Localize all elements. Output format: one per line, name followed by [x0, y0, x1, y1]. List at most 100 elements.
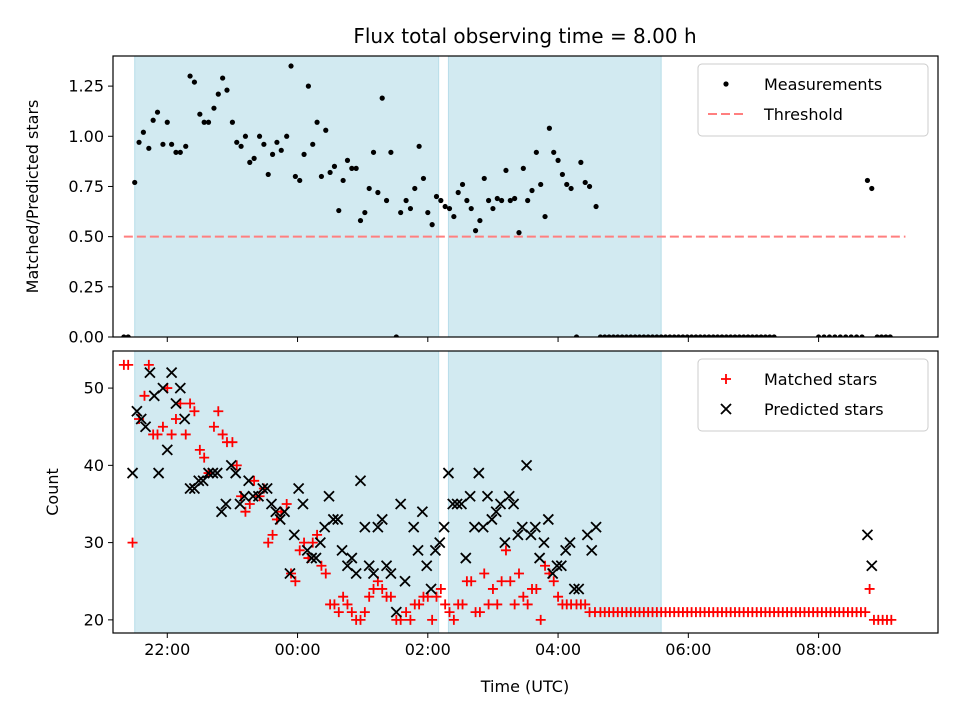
- measurement-point: [477, 217, 483, 224]
- measurement-point: [349, 165, 355, 171]
- predicted-star-point: [220, 498, 232, 510]
- measurement-point: [490, 205, 496, 212]
- predicted-star-point: [481, 490, 494, 502]
- predicted-star-point: [314, 536, 326, 549]
- measurement-point: [826, 334, 833, 337]
- legend-dot-marker: [723, 81, 729, 87]
- matched-star-point: [385, 591, 396, 602]
- measurement-point: [632, 334, 638, 337]
- matched-star-point: [440, 599, 451, 610]
- predicted-star-point: [499, 536, 511, 549]
- measurement-point: [269, 151, 276, 157]
- measurement-point: [503, 167, 509, 174]
- measurement-point: [675, 334, 682, 337]
- legend-label: Matched stars: [764, 370, 877, 389]
- measurement-point: [619, 334, 625, 337]
- predicted-star-point: [207, 467, 219, 479]
- predicted-star-point: [555, 560, 567, 572]
- predicted-star-point: [225, 459, 237, 471]
- matched-star-point: [199, 452, 210, 463]
- measurement-point: [573, 334, 580, 337]
- measurement-point: [336, 207, 342, 214]
- measurement-point: [220, 75, 226, 81]
- measurement-point: [529, 187, 535, 194]
- measurement-point: [745, 334, 751, 337]
- measurement-point: [623, 334, 630, 337]
- measurement-point: [684, 334, 690, 337]
- matched-star-point: [444, 607, 455, 618]
- y-tick-label: 30: [84, 533, 104, 552]
- plot-area: [121, 56, 906, 337]
- predicted-star-point: [139, 421, 152, 433]
- measurement-point: [864, 177, 871, 184]
- measurement-point: [564, 181, 570, 188]
- measurement-point: [485, 197, 492, 204]
- measurement-point: [459, 181, 466, 188]
- predicted-star-point: [507, 498, 520, 510]
- predicted-star-point: [197, 475, 209, 487]
- measurement-point: [224, 87, 230, 93]
- observing-window-span: [134, 56, 440, 337]
- predicted-star-point: [278, 506, 291, 518]
- measurement-point: [815, 334, 822, 337]
- matched-star-point: [194, 444, 205, 455]
- measurement-point: [837, 334, 843, 337]
- matched-star-point: [427, 614, 438, 625]
- measurement-point: [379, 95, 385, 101]
- measurement-point: [771, 334, 777, 337]
- measurement-point: [136, 139, 142, 145]
- measurement-point: [606, 334, 612, 337]
- predicted-star-point: [157, 382, 169, 394]
- predicted-star-point: [520, 459, 533, 471]
- measurement-point: [407, 205, 414, 212]
- matched-star-point: [208, 421, 219, 432]
- measurement-point: [542, 213, 548, 220]
- measurement-point: [121, 334, 127, 337]
- measurement-point: [887, 334, 893, 337]
- matched-star-point: [368, 583, 379, 594]
- x-tick-label: 08:00: [796, 640, 842, 659]
- y-tick-label: 0.00: [68, 328, 104, 347]
- predicted-star-point: [363, 560, 375, 572]
- predicted-star-point: [131, 405, 143, 417]
- measurement-point: [538, 181, 544, 188]
- measurement-point: [883, 334, 889, 337]
- predicted-star-point: [590, 521, 602, 533]
- predicted-star-point: [170, 397, 182, 410]
- measurement-point: [715, 334, 721, 337]
- measurement-point: [848, 334, 854, 337]
- predicted-star-point: [399, 575, 411, 587]
- measurement-point: [215, 91, 221, 97]
- measurement-point: [150, 117, 156, 123]
- measurement-point: [318, 173, 325, 180]
- predicted-star-point: [503, 490, 515, 502]
- matched-star-point: [143, 359, 154, 370]
- matched-star-point: [457, 599, 468, 610]
- measurement-point: [187, 73, 193, 79]
- axes-frame: [112, 55, 939, 338]
- matched-star-point: [281, 498, 292, 509]
- measurement-point: [265, 171, 271, 178]
- predicted-star-point: [193, 475, 205, 487]
- matched-star-point: [864, 583, 875, 594]
- measurement-point: [680, 334, 686, 337]
- measurement-point: [758, 334, 764, 337]
- measurement-point: [229, 119, 236, 125]
- matched-star-point: [435, 583, 446, 594]
- measurement-point: [821, 334, 827, 337]
- measurement-point: [723, 334, 729, 337]
- predicted-star-point: [866, 560, 878, 572]
- measurement-point: [197, 111, 203, 117]
- matched-star-point: [227, 437, 238, 448]
- predicted-star-point: [560, 544, 572, 556]
- measurement-point: [859, 334, 865, 337]
- matched-star-point: [170, 413, 181, 424]
- predicted-star-point: [144, 366, 156, 379]
- measurement-point: [314, 119, 320, 125]
- legend-x-marker: [720, 403, 732, 415]
- matched-star-point: [466, 576, 477, 587]
- measurement-point: [247, 159, 253, 165]
- x-tick-label: 02:00: [405, 640, 451, 659]
- predicted-star-point: [438, 521, 450, 533]
- predicted-star-point: [376, 513, 388, 526]
